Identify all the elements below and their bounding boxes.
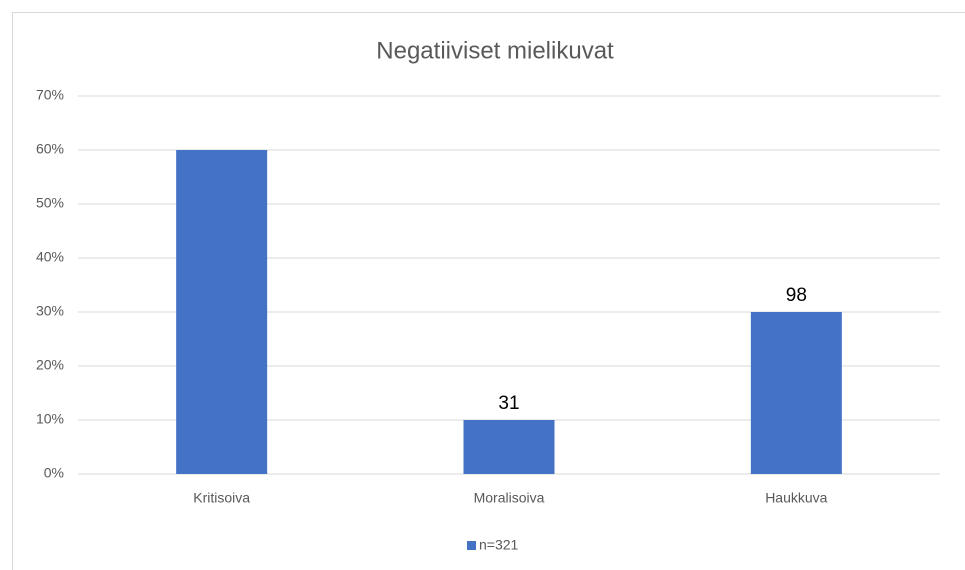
y-tick-label: 20% — [36, 357, 64, 373]
y-tick-label: 10% — [36, 411, 64, 427]
data-label: 98 — [786, 285, 807, 306]
y-tick-label: 70% — [36, 87, 64, 103]
bar — [463, 420, 555, 474]
bar — [750, 312, 842, 474]
y-tick-label: 50% — [36, 195, 64, 211]
legend-label: n=321 — [479, 537, 519, 553]
x-tick-label: Haukkuva — [765, 490, 827, 506]
chart-border — [12, 12, 965, 570]
bar — [176, 150, 268, 474]
y-tick-label: 30% — [36, 303, 64, 319]
data-label: 31 — [498, 393, 519, 414]
x-tick-label: Moralisoiva — [474, 490, 545, 506]
y-tick-label: 40% — [36, 249, 64, 265]
legend-swatch — [467, 541, 476, 550]
y-tick-label: 60% — [36, 141, 64, 157]
x-tick-label: Kritisoiva — [193, 490, 250, 506]
chart-title: Negatiiviset mielikuvat — [376, 37, 614, 64]
y-tick-label: 0% — [44, 465, 64, 481]
